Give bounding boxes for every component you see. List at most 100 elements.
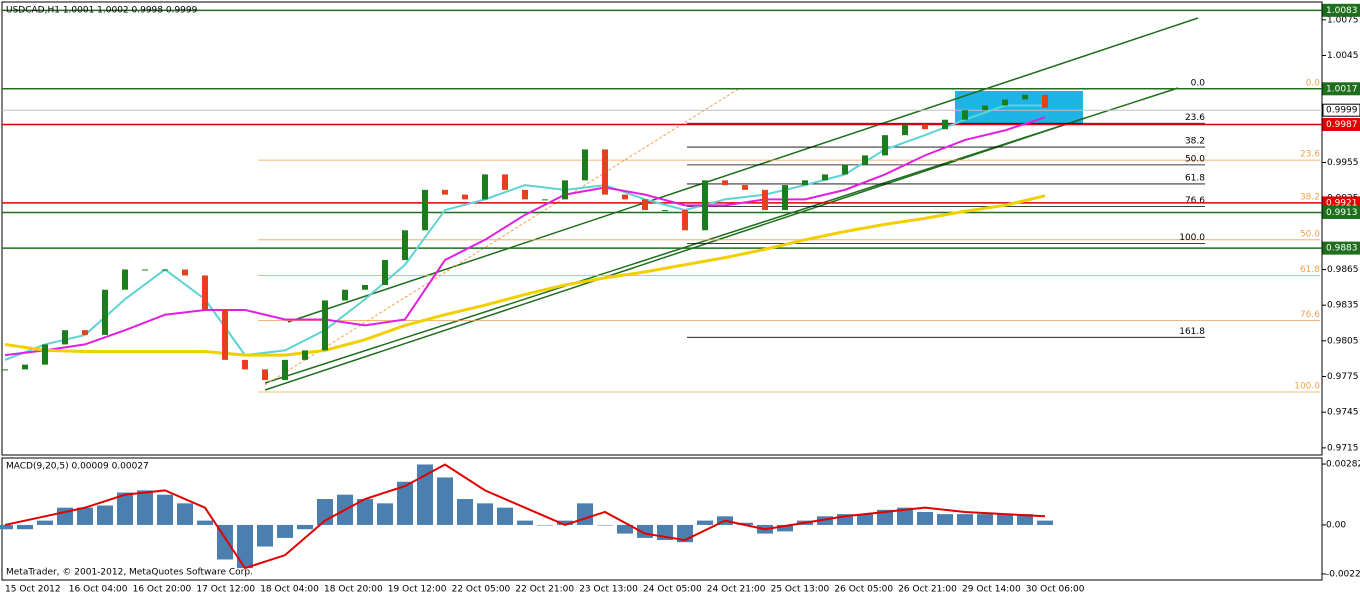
level-label: 1.0017 <box>1326 84 1358 94</box>
candle <box>262 369 268 381</box>
macd-bar <box>997 514 1013 525</box>
macd-panel <box>1 457 1323 581</box>
candle <box>702 180 708 231</box>
candle <box>222 309 228 360</box>
candle <box>1022 94 1028 100</box>
fib-label: 23.6 <box>1300 150 1320 160</box>
candle <box>902 124 908 136</box>
macd-bar <box>537 524 553 526</box>
candle <box>182 269 188 276</box>
macd-bar <box>0 524 13 530</box>
macd-bar <box>977 514 993 525</box>
candle <box>22 364 28 370</box>
macd-bar <box>457 499 473 525</box>
macd-bar <box>617 524 633 534</box>
candle <box>502 174 508 190</box>
fib-label: 38.2 <box>1185 137 1205 147</box>
candle <box>582 149 588 181</box>
y-tick-label: 0.00282 <box>1326 460 1360 470</box>
macd-bar <box>157 494 173 525</box>
x-tick-label: 16 Oct 04:00 <box>69 585 128 595</box>
macd-bar <box>877 509 893 525</box>
candle <box>1002 99 1008 106</box>
fib-label: 161.8 <box>1179 327 1205 337</box>
candle <box>522 189 528 200</box>
candle <box>962 110 968 120</box>
level-label: 0.9999 <box>1326 106 1358 116</box>
macd-bar <box>777 524 793 532</box>
candle <box>2 369 8 371</box>
macd-bar <box>477 503 493 525</box>
y-tick-label: 0.9775 <box>1327 372 1359 382</box>
footer: MetaTrader, © 2001-2012, MetaQuotes Soft… <box>6 568 253 578</box>
moving-average <box>4 116 1046 357</box>
level-tag <box>1322 103 1360 117</box>
macd-bar <box>597 524 613 526</box>
y-tick-label: 0.9805 <box>1327 336 1359 346</box>
candle <box>922 124 928 130</box>
macd-bar <box>897 507 913 525</box>
candle <box>762 189 768 211</box>
macd-bar <box>357 499 373 525</box>
candle <box>462 194 468 200</box>
x-tick-label: 22 Oct 21:00 <box>515 585 574 595</box>
x-tick-label: 16 Oct 20:00 <box>133 585 192 595</box>
candle <box>602 149 608 195</box>
level-tag <box>1322 117 1360 131</box>
fib-label: 61.8 <box>1185 173 1205 183</box>
candle <box>482 174 488 200</box>
macd-bar <box>1017 514 1033 525</box>
candle <box>322 300 328 351</box>
chart-title: USDCAD,H1 1.0001 1.0002 0.9998 0.9999 <box>6 6 198 16</box>
candle <box>282 359 288 381</box>
level-tag <box>1322 205 1360 219</box>
x-tick-label: 26 Oct 21:00 <box>898 585 957 595</box>
x-tick-label: 17 Oct 12:00 <box>196 585 255 595</box>
x-tick-label: 24 Oct 21:00 <box>707 585 766 595</box>
candle <box>822 174 828 181</box>
level-label: 0.9921 <box>1326 198 1358 208</box>
macd-bar <box>737 522 753 525</box>
macd-bar <box>437 477 453 525</box>
macd-bar <box>577 503 593 525</box>
fib-label: 50.0 <box>1300 229 1320 239</box>
moving-average <box>4 194 1046 357</box>
candle <box>102 289 108 335</box>
macd-bar <box>837 514 853 525</box>
macd-bar <box>697 520 713 525</box>
level-tag <box>1322 241 1360 255</box>
moving-average <box>4 104 1045 361</box>
fib-label: 100.0 <box>1294 381 1320 391</box>
macd-bar <box>957 514 973 525</box>
x-tick-label: 24 Oct 05:00 <box>643 585 702 595</box>
macd-bar <box>857 514 873 525</box>
level-label: 1.0083 <box>1326 6 1358 16</box>
candle <box>422 189 428 231</box>
macd-bar <box>197 520 213 525</box>
fib-label: 0.0 <box>1306 78 1321 88</box>
candle <box>842 164 848 175</box>
level-label: 0.9883 <box>1326 244 1358 254</box>
fib-label: 76.6 <box>1300 310 1320 320</box>
y-tick-label: -0.00227 <box>1326 569 1360 579</box>
macd-bar <box>17 524 33 530</box>
macd-bar <box>37 520 53 525</box>
level-label: 0.9987 <box>1326 120 1358 130</box>
macd-bar <box>297 524 313 530</box>
y-tick-label: 1.0075 <box>1327 15 1359 25</box>
signal-line <box>4 463 1046 570</box>
level-tag <box>1322 82 1360 96</box>
y-tick-label: 0.9835 <box>1327 301 1359 311</box>
candle <box>882 135 888 156</box>
candle <box>382 260 388 285</box>
y-tick-label: 0.00 <box>1326 520 1346 530</box>
candle <box>42 344 48 365</box>
candle <box>202 275 208 310</box>
x-tick-label: 29 Oct 14:00 <box>962 585 1021 595</box>
fib-label: 61.8 <box>1300 265 1320 275</box>
x-tick-label: 25 Oct 13:00 <box>771 585 830 595</box>
macd-bar <box>177 503 193 525</box>
macd-bar <box>817 516 833 525</box>
macd-bar <box>937 514 953 525</box>
highlight-box <box>955 91 1083 125</box>
